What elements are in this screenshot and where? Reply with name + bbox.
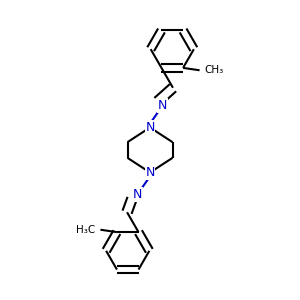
Text: N: N — [158, 99, 167, 112]
Text: H₃C: H₃C — [76, 225, 95, 235]
Text: N: N — [145, 166, 155, 179]
Text: N: N — [133, 188, 142, 201]
Text: N: N — [145, 121, 155, 134]
Text: CH₃: CH₃ — [205, 65, 224, 75]
